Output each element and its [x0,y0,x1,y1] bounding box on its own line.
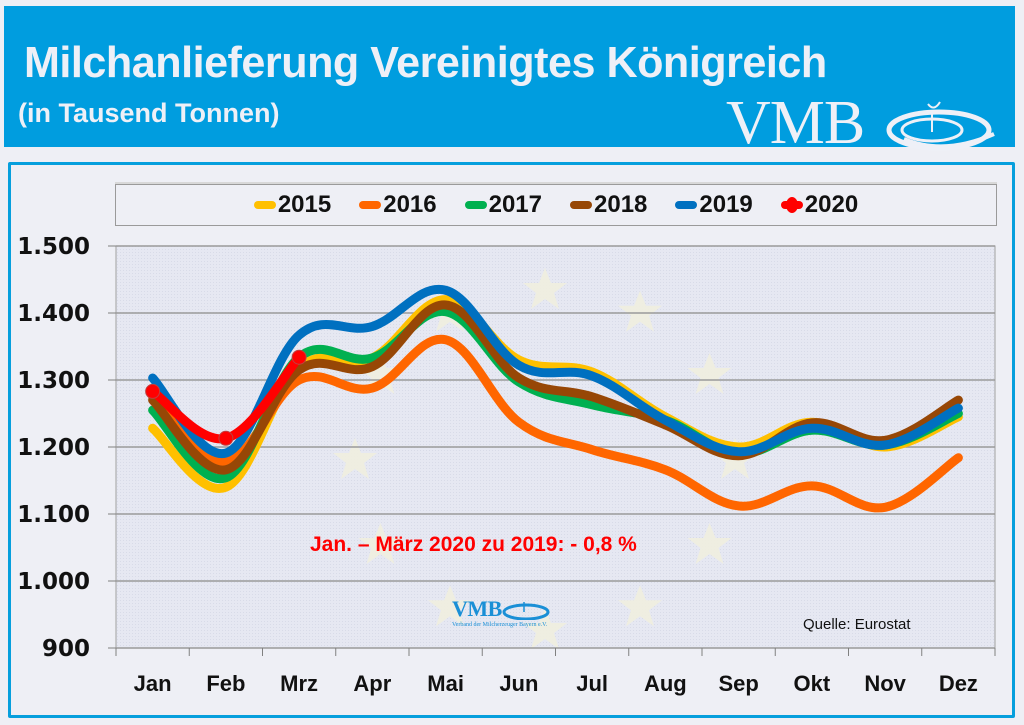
x-tick-label: Jul [576,671,608,696]
marker-2020 [145,383,161,399]
small-vmb-swirl-icon [502,602,550,620]
x-tick-label: Nov [864,671,906,696]
x-tick-label: Dez [939,671,978,696]
legend-label: 2015 [277,191,332,218]
x-tick-label: Sep [718,671,758,696]
y-tick-label: 1.500 [17,234,90,260]
y-tick-label: 1.300 [17,368,90,394]
chart-subtitle: (in Tausend Tonnen) [18,98,280,128]
legend-swatch [570,201,592,209]
legend-item-2016: 2016 [359,191,437,219]
x-tick-label: Okt [794,671,831,696]
small-logo-text: VMB [452,596,502,621]
legend: 2015 2016 2017 2018 2019 2020 [115,184,997,226]
line-2018 [148,300,963,475]
marker-2020 [291,349,307,365]
line-2019 [148,284,963,458]
x-tick-label: Mai [427,671,464,696]
legend-swatch [464,201,487,209]
comparison-annotation: Jan. – März 2020 zu 2019: - 0,8 % [310,533,637,556]
x-tick-label: Feb [206,671,245,696]
y-tick-label: 1.100 [17,502,90,528]
legend-item-2018: 2018 [570,191,647,219]
marker-2020 [218,430,234,446]
vmb-swirl-icon [886,101,995,151]
vmb-logo-text: VMB [726,89,865,157]
legend-swatch [253,201,276,209]
legend-swatch [359,201,382,209]
legend-label: 2017 [488,191,542,218]
vmb-small-logo: VMB Verband der Milcherzeuger Bayern e.V… [452,596,552,628]
legend-item-2015: 2015 [253,191,332,219]
source-note: Quelle: Eurostat [803,616,911,633]
legend-marker-icon [785,197,798,213]
legend-item-2017: 2017 [464,191,542,219]
x-tick-label: Aug [644,671,687,696]
y-tick-label: 1.400 [17,301,90,327]
x-tick-label: Jun [499,671,538,696]
header-banner: Milchanlieferung Vereinigtes Königreich … [4,6,1015,157]
legend-swatch [675,201,698,209]
x-tick-label: Jan [134,671,172,696]
legend-label: 2020 [804,191,859,218]
chart-title: Milchanlieferung Vereinigtes Königreich [24,38,827,87]
legend-swatch [780,197,803,213]
legend-label: 2016 [383,191,437,218]
x-tick-label: Mrz [280,671,318,696]
legend-item-2020: 2020 [780,191,859,219]
series-2020 [145,349,307,446]
series-2018 [148,300,963,475]
y-tick-label: 900 [42,636,90,662]
legend-label: 2018 [594,191,648,218]
small-logo-subtext: Verband der Milcherzeuger Bayern e.V. [452,622,548,628]
legend-item-2019: 2019 [675,191,753,219]
y-tick-label: 1.000 [17,569,90,595]
legend-label: 2019 [699,191,753,218]
series-2019 [148,284,963,458]
y-tick-label: 1.200 [17,435,90,461]
x-tick-label: Apr [353,671,391,696]
